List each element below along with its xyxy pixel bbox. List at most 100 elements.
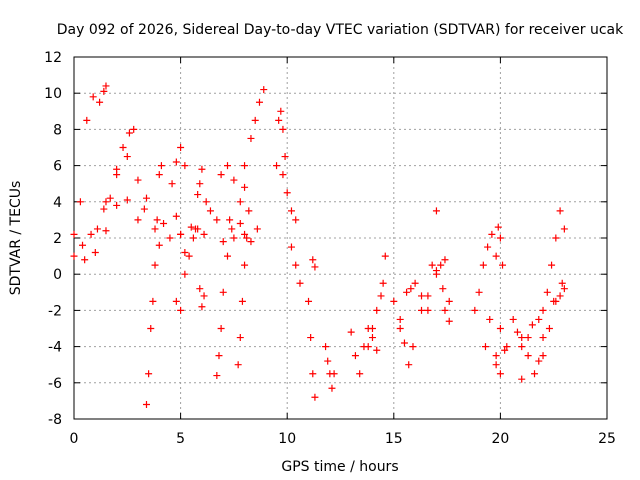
data-point-sat-z (405, 361, 413, 369)
data-point-sat-p (247, 134, 255, 142)
data-point-sat-m (245, 207, 253, 215)
data-point-sat-c (123, 196, 131, 204)
data-point-sat-ak (543, 288, 551, 296)
data-point-sat-ak (556, 207, 564, 215)
x-tick-label: 25 (598, 431, 616, 447)
data-point-sat-c (134, 216, 142, 224)
data-point-sat-ag (499, 261, 507, 269)
data-point-sat-l (219, 288, 227, 296)
data-point-sat-c (81, 256, 89, 264)
data-point-sat-j (198, 165, 206, 173)
data-point-sat-al (558, 279, 566, 287)
data-point-sat-i (200, 230, 208, 238)
data-point-sat-f (160, 220, 168, 228)
x-axis: 0 5 10 15 20 25 (70, 57, 616, 447)
data-point-sat-ag (496, 234, 504, 242)
data-point-sat-b (70, 252, 78, 260)
y-tick-label: 4 (53, 195, 62, 211)
data-point-sat-j (202, 198, 210, 206)
y-tick-label: -4 (48, 340, 62, 356)
data-point-sat-w (356, 370, 364, 378)
data-point-sat-z (409, 343, 417, 351)
data-point-sat-v (324, 357, 332, 365)
data-point-sat-w (351, 352, 359, 360)
data-point-sat-j (196, 180, 204, 188)
data-point-sat-ai (518, 343, 526, 351)
data-point-sat-c (102, 227, 110, 235)
data-point-sat-i (177, 230, 185, 238)
data-point-sat-k (200, 292, 208, 300)
data-point-sat-a (83, 116, 91, 124)
data-point-sat-e (149, 297, 157, 305)
data-point-sat-h (177, 306, 185, 314)
data-point-sat-b (79, 241, 87, 249)
data-point-sat-g (181, 162, 189, 170)
data-point-sat-b (119, 144, 127, 151)
data-point-sat-aa (418, 306, 426, 314)
data-point-sat-y (403, 288, 411, 296)
data-point-sat-e (145, 370, 153, 378)
data-point-sat-i (206, 207, 214, 215)
data-point-sat-k (196, 285, 204, 293)
data-point-sat-aj (535, 357, 543, 365)
y-tick-label: -2 (48, 303, 62, 319)
data-point-sat-ak (552, 234, 560, 242)
data-point-sat-aj (524, 352, 532, 360)
data-point-sat-f (155, 241, 163, 249)
data-point-sat-r (283, 189, 291, 197)
data-point-sat-af (486, 315, 494, 323)
data-point-sat-p (260, 86, 268, 94)
data-point-sat-g (172, 158, 180, 166)
data-point-sat-p (251, 116, 259, 124)
data-point-sat-c (113, 201, 121, 209)
y-axis: -8 -6 -4 -2 0 2 4 6 8 10 12 (44, 50, 607, 428)
data-point-sat-y (411, 279, 419, 287)
data-point-sat-ag (492, 252, 500, 260)
data-point-sat-l (215, 352, 223, 360)
data-point-sat-ak (535, 315, 543, 323)
data-point-sat-o (238, 297, 246, 305)
data-point-sat-e (155, 171, 163, 179)
y-tick-label: -6 (48, 376, 62, 392)
data-point-sat-g (177, 144, 185, 151)
data-point-sat-ai (513, 328, 521, 336)
data-point-sat-aa (439, 285, 447, 293)
data-point-sat-x (364, 343, 372, 351)
data-point-sat-b (87, 230, 95, 238)
data-point-sat-n (226, 216, 234, 224)
data-point-sat-i (213, 216, 221, 224)
data-point-sat-y (407, 285, 415, 293)
y-tick-label: 10 (44, 86, 62, 102)
x-tick-label: 10 (278, 431, 296, 447)
data-point-sat-ah (501, 346, 509, 354)
data-point-sat-ae (479, 261, 487, 269)
data-point-sat-aa (424, 292, 432, 300)
data-point-sat-a (76, 198, 84, 206)
data-point-sat-aj (531, 370, 539, 378)
x-tick-label: 15 (385, 431, 403, 447)
data-point-sat-v (330, 370, 338, 378)
data-point-sat-e (151, 261, 159, 269)
data-point-sat-z (396, 325, 404, 332)
data-point-sat-n (241, 230, 249, 238)
data-point-sat-g (168, 180, 176, 188)
data-point-sat-af (496, 325, 504, 332)
data-point-sat-n (230, 234, 238, 242)
data-point-sat-y (390, 297, 398, 305)
data-point-sat-j (194, 191, 202, 199)
data-point-sat-al (539, 352, 547, 360)
data-point-sat-j (192, 225, 200, 233)
data-point-sat-x (368, 325, 376, 332)
data-point-sat-e (147, 325, 155, 332)
data-point-sat-r (292, 216, 300, 224)
data-point-sat-ak (560, 225, 568, 233)
x-tick-label: 0 (70, 431, 79, 447)
data-point-sat-a (96, 98, 104, 106)
data-point-sat-t (305, 297, 313, 305)
data-point-sat-q (275, 116, 283, 124)
data-point-sat-h (189, 234, 197, 242)
data-point-sat-l (224, 252, 232, 260)
data-point-sat-x (381, 252, 389, 260)
data-point-sat-ae (488, 230, 496, 238)
